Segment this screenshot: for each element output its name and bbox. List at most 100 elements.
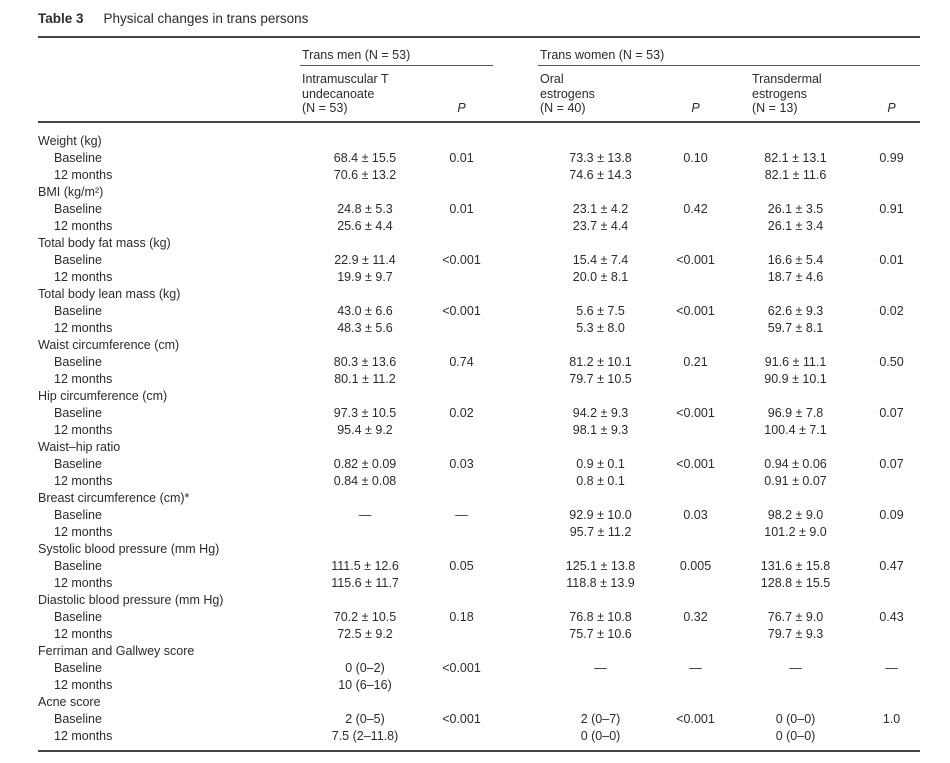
value-cell: 125.1 ± 13.8 bbox=[565, 558, 636, 573]
value-cell: 0.8 ± 0.1 bbox=[576, 473, 625, 488]
col-header-transdermal-estrogens: Transdermal estrogens (N = 13) bbox=[728, 65, 864, 123]
table-row: 12 months 80.1 ± 11.2 79.7 ± 10.5 90.9 ± 10… bbox=[38, 371, 920, 388]
spacer-cell bbox=[493, 524, 538, 541]
value-cell: 18.7 ± 4.6 bbox=[767, 269, 824, 284]
col-header-line: undecanoate bbox=[302, 86, 375, 101]
spacer-cell bbox=[493, 252, 538, 269]
table-row: 12 months 19.9 ± 9.7 20.0 ± 8.1 18.7 ± 4.6 bbox=[38, 269, 920, 286]
value-cell: 16.6 ± 5.4 bbox=[767, 252, 824, 267]
p-value-cell bbox=[663, 524, 728, 541]
value-cell: 62.6 ± 9.3 bbox=[767, 303, 824, 318]
table-row: 12 months 95.4 ± 9.2 98.1 ± 9.3 100.4 ± 7.1 bbox=[38, 422, 920, 439]
p-value-cell bbox=[430, 524, 493, 541]
table-row: 12 months 70.6 ± 13.2 74.6 ± 14.3 82.1 ± 11… bbox=[38, 167, 920, 184]
p-value-cell: 0.01 bbox=[449, 201, 474, 216]
value-cell: 72.5 ± 9.2 bbox=[337, 626, 393, 641]
p-value-cell bbox=[863, 320, 920, 337]
p-value-cell bbox=[863, 371, 920, 388]
section-label: Weight (kg) bbox=[38, 133, 102, 148]
col-header-line: (N = 40) bbox=[540, 101, 586, 115]
value-cell: 5.6 ± 7.5 bbox=[576, 303, 625, 318]
spacer-header-cell bbox=[493, 37, 538, 66]
value-cell: 82.1 ± 11.6 bbox=[764, 167, 827, 182]
table-row: Baseline 70.2 ± 10.5 0.18 76.8 ± 10.8 0.32 76… bbox=[38, 609, 920, 626]
section-row: Systolic blood pressure (mm Hg) bbox=[38, 541, 920, 558]
value-cell: 43.0 ± 6.6 bbox=[337, 303, 393, 318]
value-cell: 7.5 (2–11.8) bbox=[331, 728, 399, 743]
value-cell: 97.3 ± 10.5 bbox=[333, 405, 397, 420]
table-body: Weight (kg) Baseline 68.4 ± 15.5 0.01 73.3 ±… bbox=[38, 122, 920, 751]
p-value-cell: 0.07 bbox=[879, 405, 904, 420]
table-header: Trans men (N = 53) Trans women (N = 53) … bbox=[38, 37, 921, 123]
section-label: Ferriman and Gallwey score bbox=[38, 643, 195, 658]
value-cell: 0 (0–2) bbox=[345, 660, 385, 675]
value-cell: 19.9 ± 9.7 bbox=[337, 269, 393, 284]
spacer-header-cell bbox=[493, 65, 539, 123]
column-header-row: Intramuscular T undecanoate (N = 53) P O… bbox=[38, 65, 921, 123]
p-value-cell bbox=[863, 677, 920, 694]
section-row: Waist circumference (cm) bbox=[38, 337, 920, 354]
value-cell: 95.7 ± 11.2 bbox=[569, 524, 632, 539]
p-value-cell: 0.03 bbox=[449, 456, 474, 471]
section-label: Waist circumference (cm) bbox=[38, 337, 180, 352]
table-number: Table 3 bbox=[38, 11, 84, 26]
col-header-line: Oral bbox=[540, 72, 564, 86]
value-cell: 26.1 ± 3.5 bbox=[767, 201, 824, 216]
p-value-cell: 1.0 bbox=[882, 711, 901, 726]
col-header-line: Intramuscular T bbox=[302, 72, 389, 86]
value-cell: 79.7 ± 10.5 bbox=[569, 371, 632, 386]
col-header-intramuscular-t: Intramuscular T undecanoate (N = 53) bbox=[300, 65, 430, 123]
table-row: 12 months 48.3 ± 5.6 5.3 ± 8.0 59.7 ± 8.1 bbox=[38, 320, 920, 337]
value-cell: 48.3 ± 5.6 bbox=[337, 320, 393, 335]
p-value-cell: 0.05 bbox=[449, 558, 474, 573]
section-label: Breast circumference (cm)* bbox=[38, 490, 190, 505]
p-value-cell bbox=[430, 422, 493, 439]
p-value-cell: 0.005 bbox=[679, 558, 712, 573]
row-label: 12 months bbox=[54, 728, 113, 743]
value-cell: 73.3 ± 13.8 bbox=[569, 150, 632, 165]
section-label: Total body lean mass (kg) bbox=[38, 286, 181, 301]
value-cell: 98.2 ± 9.0 bbox=[767, 507, 824, 522]
p-value-cell: 0.02 bbox=[879, 303, 904, 318]
section-label: Hip circumference (cm) bbox=[38, 388, 168, 403]
p-value-cell: 0.99 bbox=[879, 150, 904, 165]
value-cell: 0.91 ± 0.07 bbox=[764, 473, 827, 488]
section-row: Acne score bbox=[38, 694, 920, 711]
value-cell: 76.8 ± 10.8 bbox=[569, 609, 632, 624]
table-row: Baseline 68.4 ± 15.5 0.01 73.3 ± 13.8 0.10 82… bbox=[38, 150, 920, 167]
p-value-cell: 0.02 bbox=[449, 405, 474, 420]
spacer-cell bbox=[493, 728, 538, 751]
p-value-cell: 0.32 bbox=[683, 609, 708, 624]
spacer-cell bbox=[493, 150, 538, 167]
value-cell: 90.9 ± 10.1 bbox=[764, 371, 827, 386]
value-cell: — bbox=[594, 660, 607, 675]
value-cell: 96.9 ± 7.8 bbox=[767, 405, 824, 420]
spacer-cell bbox=[493, 558, 538, 575]
section-row: Waist–hip ratio bbox=[38, 439, 920, 456]
table-row: Baseline 0 (0–2) <0.001 — — — — bbox=[38, 660, 920, 677]
value-cell: 128.8 ± 15.5 bbox=[760, 575, 831, 590]
value-cell: 22.9 ± 11.4 bbox=[334, 252, 396, 267]
col-header-line: estrogens bbox=[752, 86, 807, 101]
table-row: Baseline 2 (0–5) <0.001 2 (0–7) <0.001 0 (0–0… bbox=[38, 711, 920, 728]
value-cell: 0.84 ± 0.08 bbox=[333, 473, 397, 488]
row-label: 12 months bbox=[54, 371, 113, 386]
section-row: Diastolic blood pressure (mm Hg) bbox=[38, 592, 920, 609]
section-row: Total body fat mass (kg) bbox=[38, 235, 920, 252]
value-cell: 74.6 ± 14.3 bbox=[569, 167, 632, 182]
value-cell: 26.1 ± 3.4 bbox=[767, 218, 824, 233]
p-value-cell: <0.001 bbox=[442, 711, 481, 726]
p-value-cell: <0.001 bbox=[676, 252, 715, 267]
p-value-cell: 0.21 bbox=[683, 354, 708, 369]
row-label: Baseline bbox=[54, 609, 102, 624]
p-value-cell bbox=[663, 422, 728, 439]
table-row: Baseline 97.3 ± 10.5 0.02 94.2 ± 9.3 <0.001 9… bbox=[38, 405, 920, 422]
spacer-cell bbox=[493, 371, 538, 388]
value-cell: 25.6 ± 4.4 bbox=[337, 218, 393, 233]
p-value-cell: 0.07 bbox=[879, 456, 904, 471]
value-cell: 23.7 ± 4.4 bbox=[572, 218, 629, 233]
row-label: Baseline bbox=[54, 558, 102, 573]
value-cell: 0.9 ± 0.1 bbox=[576, 456, 625, 471]
p-value-cell bbox=[863, 728, 920, 751]
p-value-header: P bbox=[863, 65, 921, 123]
